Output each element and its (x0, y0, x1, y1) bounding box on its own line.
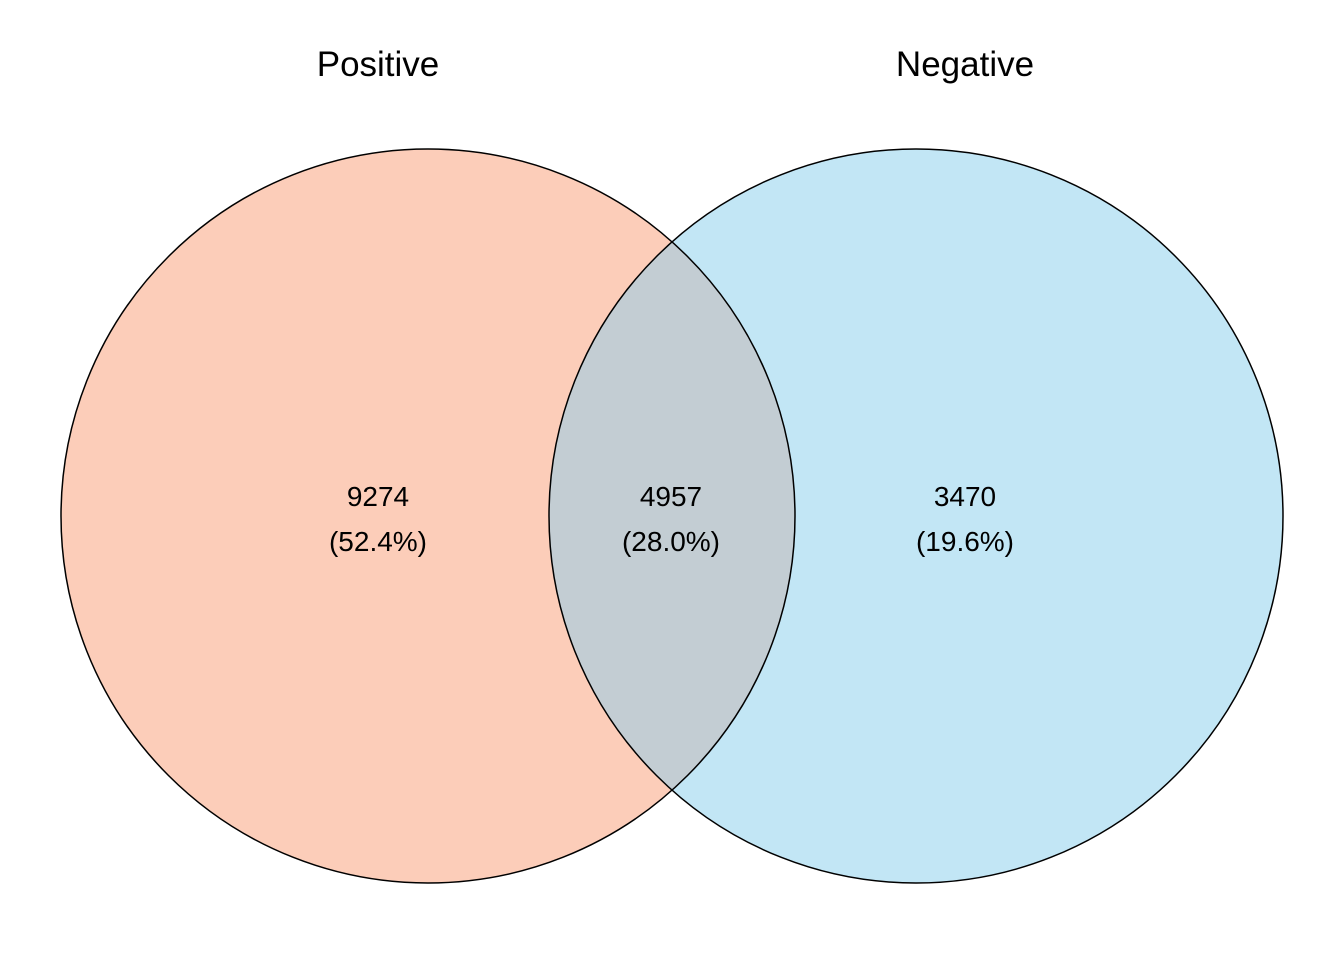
overlap-region (549, 149, 795, 883)
positive-set-title: Positive (317, 45, 440, 84)
negative-only-count: 3470 (934, 481, 996, 512)
negative-set-outline (548, 148, 1284, 884)
negative-only-percent: (19.6%) (916, 526, 1014, 557)
negative-set-title: Negative (896, 45, 1034, 84)
overlap-count: 4957 (640, 481, 702, 512)
positive-only-percent: (52.4%) (329, 526, 427, 557)
overlap-percent: (28.0%) (622, 526, 720, 557)
positive-set-outline (60, 148, 796, 884)
positive-only-count: 9274 (347, 481, 409, 512)
